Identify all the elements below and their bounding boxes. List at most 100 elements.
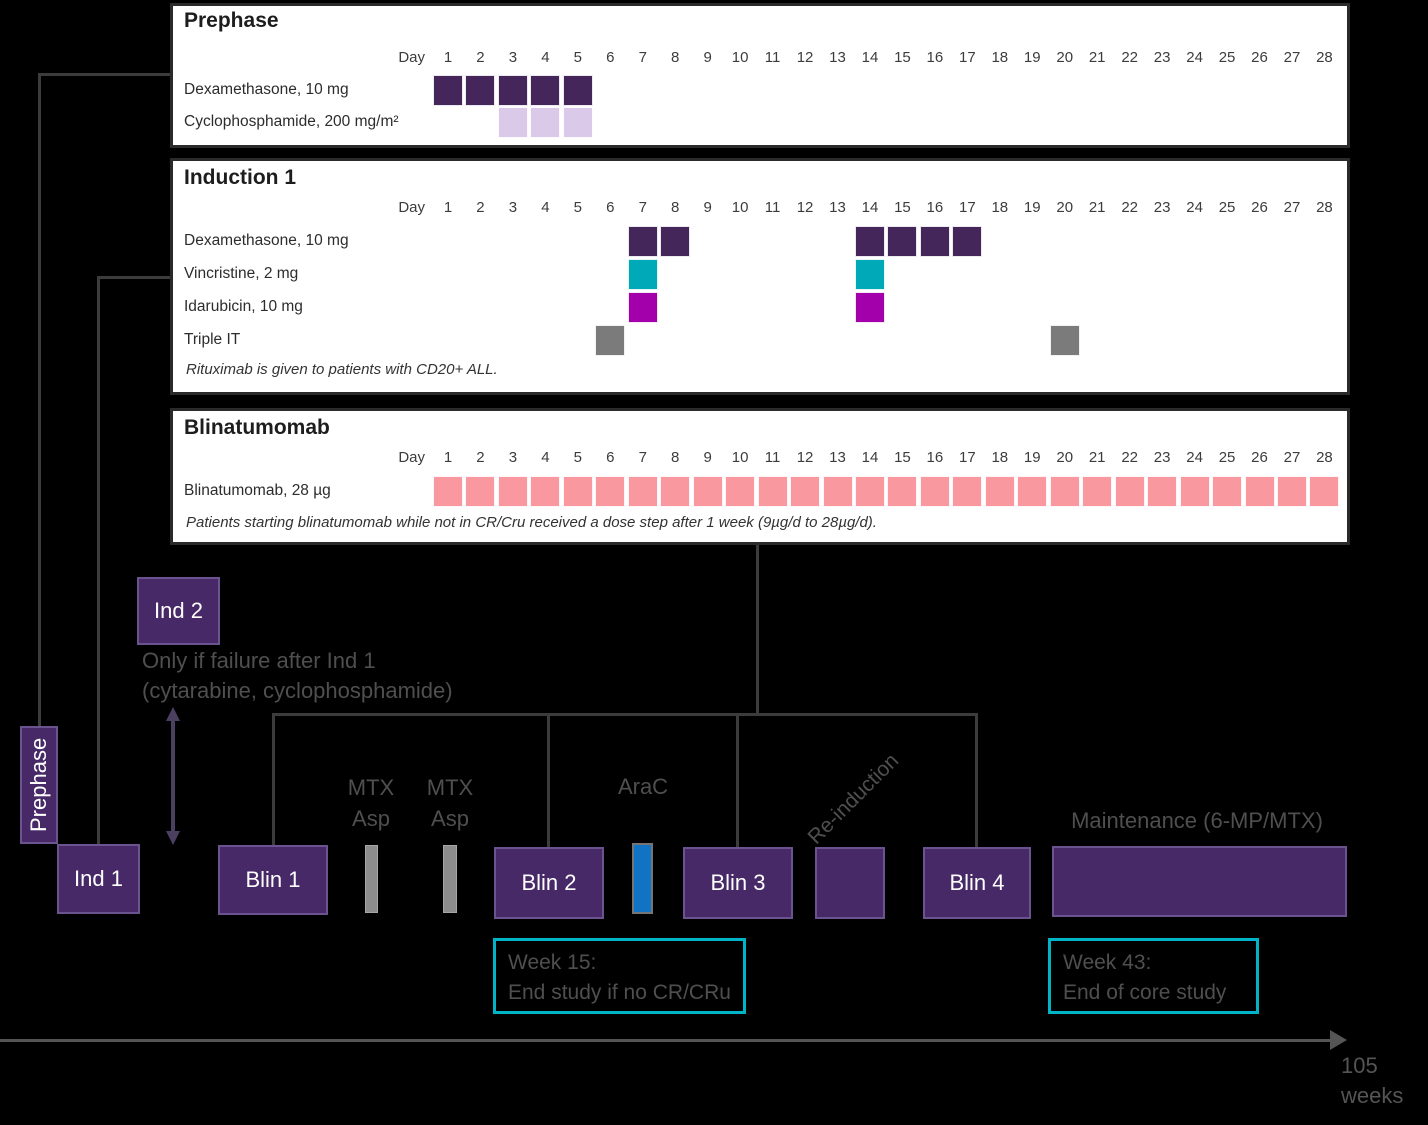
panel-note: Patients starting blinatumomab while not… — [186, 514, 877, 531]
timeline-end-label: 105 weeks — [1341, 1051, 1403, 1111]
reinduction-box — [815, 847, 885, 919]
mtx-asp-bar-1 — [365, 845, 378, 913]
day-cell — [433, 476, 463, 507]
connector-prephase-h — [38, 73, 170, 76]
day-cell — [530, 476, 561, 507]
day-cell — [562, 476, 593, 507]
day-number: 7 — [638, 199, 647, 216]
day-cell — [1212, 476, 1243, 507]
day-cell — [952, 226, 983, 257]
day-cell — [497, 75, 528, 106]
day-number: 12 — [796, 199, 814, 216]
day-number: 4 — [541, 49, 550, 66]
panel-title: Prephase — [184, 9, 279, 32]
day-number: 10 — [731, 449, 749, 466]
drug-row-label: Blinatumomab, 28 µg — [184, 482, 331, 499]
day-cell — [562, 75, 593, 106]
day-cell — [595, 325, 626, 356]
day-cell — [1147, 476, 1178, 507]
day-cell — [465, 75, 496, 106]
day-axis-label: Day — [398, 449, 425, 466]
day-number: 3 — [508, 49, 518, 66]
day-number: 9 — [703, 49, 712, 66]
mtx-label-line2: MTX — [426, 775, 474, 800]
day-number: 19 — [1023, 199, 1041, 216]
ind2-note-line2: (cytarabine, cyclophosphamide) — [142, 678, 453, 703]
ind1-box: Ind 1 — [57, 844, 140, 914]
ind2-box: Ind 2 — [137, 577, 220, 645]
ind2-double-arrow-down — [166, 831, 180, 845]
day-cell — [627, 476, 658, 507]
connector-drop-blin1 — [272, 713, 275, 845]
mtx-label-line1: MTX — [347, 775, 395, 800]
day-cell — [1244, 476, 1275, 507]
day-cell — [595, 476, 626, 507]
day-number: 4 — [541, 199, 550, 216]
day-number: 16 — [926, 449, 944, 466]
arac-label: AraC — [617, 774, 669, 799]
day-cell — [627, 292, 658, 323]
arac-bar — [632, 843, 653, 914]
day-number: 10 — [731, 199, 749, 216]
day-cell — [757, 476, 788, 507]
week15-callout: Week 15: End study if no CR/CRu — [493, 938, 746, 1014]
connector-ind1-h — [97, 276, 170, 279]
day-cell — [1276, 476, 1307, 507]
day-cell — [1309, 476, 1340, 507]
day-cell — [1082, 476, 1113, 507]
connector-drop-blin4 — [975, 713, 978, 847]
day-cell — [627, 259, 658, 290]
day-cell — [1049, 476, 1080, 507]
day-cell — [919, 476, 950, 507]
mtx-asp-label-2: MTX Asp — [415, 772, 485, 834]
connector-blin-stem — [756, 545, 759, 715]
panel-note: Rituximab is given to patients with CD20… — [186, 361, 498, 378]
day-cell — [433, 75, 463, 106]
day-cell — [692, 476, 723, 507]
blin2-box: Blin 2 — [494, 847, 604, 919]
day-cell — [984, 476, 1015, 507]
day-number: 9 — [703, 449, 712, 466]
day-cell — [919, 226, 950, 257]
day-number: 13 — [829, 49, 846, 66]
panel-induction-1: Induction 1 Day 1 2 3 4 5 6 7 8 9 10 11 12 13 14 15 16 17 1… — [170, 158, 1350, 395]
mtx-asp-label-1: MTX Asp — [336, 772, 406, 834]
day-number: 25 — [1218, 199, 1236, 216]
day-number: 18 — [991, 49, 1009, 66]
asp-label-line2: Asp — [431, 806, 469, 831]
panel-title: Induction 1 — [184, 166, 296, 189]
day-number: 18 — [991, 199, 1009, 216]
day-number: 15 — [894, 199, 911, 216]
day-number: 28 — [1316, 49, 1333, 66]
connector-blin-h — [273, 713, 978, 716]
day-cell — [790, 476, 821, 507]
day-number: 20 — [1056, 199, 1074, 216]
day-number: 21 — [1088, 199, 1106, 216]
ind2-double-arrow-shaft — [171, 720, 175, 834]
day-cell — [497, 107, 528, 138]
day-number: 7 — [638, 449, 647, 466]
day-cell — [465, 476, 496, 507]
day-cell — [854, 476, 885, 507]
day-number: 11 — [764, 49, 781, 66]
day-number: 5 — [573, 49, 582, 66]
day-number: 15 — [894, 49, 911, 66]
day-number: 20 — [1056, 449, 1074, 466]
day-axis-label: Day — [398, 199, 425, 216]
day-number: 26 — [1251, 449, 1268, 466]
day-cell — [952, 476, 983, 507]
day-number: 21 — [1088, 49, 1106, 66]
day-cell — [1049, 325, 1080, 356]
day-cell — [1179, 476, 1210, 507]
day-number: 17 — [959, 199, 976, 216]
day-number: 18 — [991, 449, 1009, 466]
day-number: 27 — [1283, 49, 1301, 66]
week15-line2: End study if no CR/CRu — [508, 981, 731, 1004]
day-number: 24 — [1186, 199, 1203, 216]
day-number: 12 — [796, 449, 814, 466]
day-number: 3 — [508, 199, 518, 216]
day-cell — [627, 226, 658, 257]
day-number: 17 — [959, 449, 976, 466]
day-number: 8 — [671, 199, 680, 216]
